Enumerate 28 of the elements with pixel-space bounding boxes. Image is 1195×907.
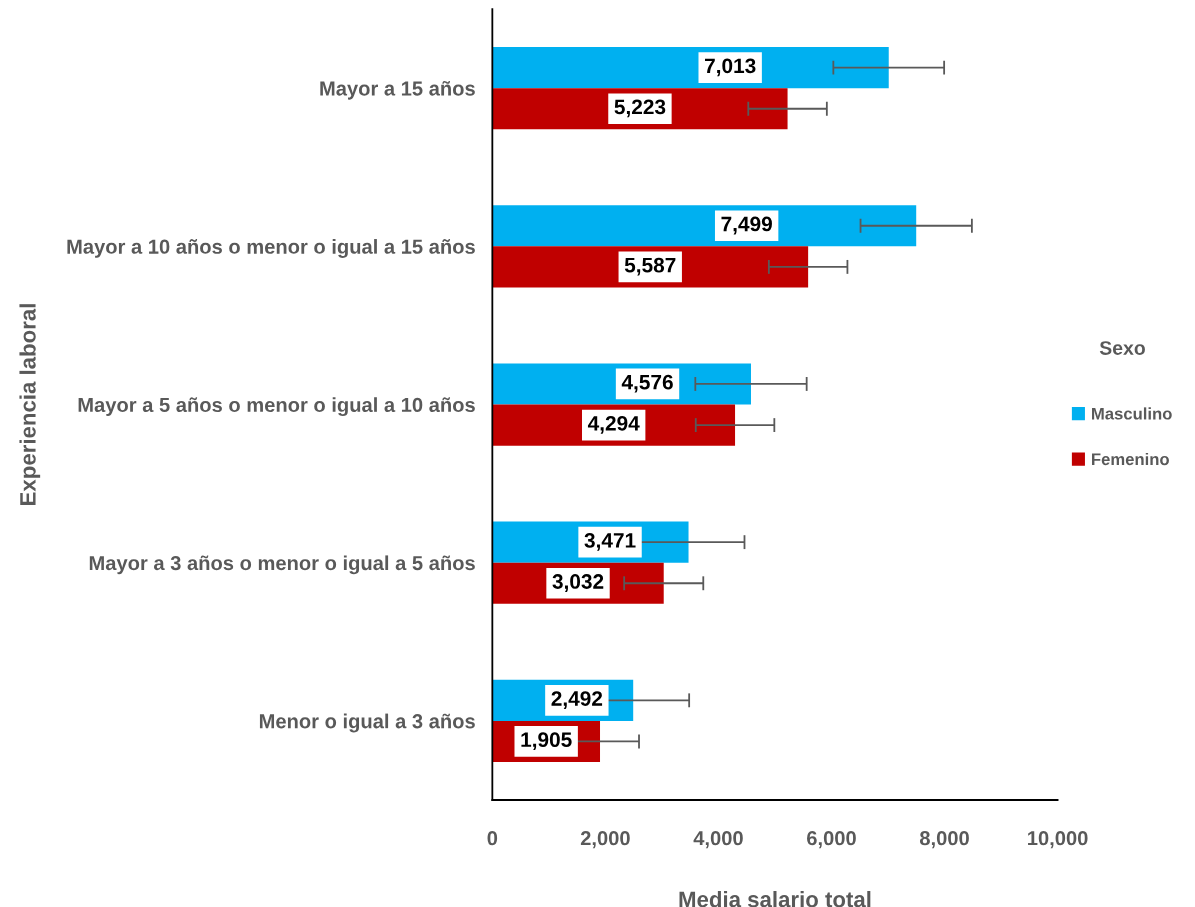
x-tick-label: 8,000 <box>919 831 969 849</box>
data-label: 5,587 <box>624 257 676 276</box>
y-axis-title: Experiencia laboral <box>19 304 41 505</box>
x-tick-label: 10,000 <box>1028 831 1088 849</box>
x-tick-label: 4,000 <box>693 831 743 849</box>
x-tick-label: 0 <box>487 831 498 846</box>
y-tick-label: Mayor a 15 años <box>320 80 475 100</box>
data-label: 3,471 <box>584 532 636 551</box>
legend-title: Sexo <box>1099 341 1145 355</box>
data-label: 7,499 <box>721 216 772 235</box>
x-tick-label: 2,000 <box>580 831 630 849</box>
bar <box>492 47 889 89</box>
y-tick-label: Mayor a 3 años o menor o igual a 5 años <box>89 555 475 575</box>
data-label: 3,032 <box>552 574 604 592</box>
x-axis-title: Media salario total <box>679 890 871 907</box>
y-tick-label: Menor o igual a 3 años <box>259 713 475 733</box>
data-label: 2,492 <box>551 691 603 709</box>
data-label: 4,576 <box>621 374 673 393</box>
data-label: 5,223 <box>614 99 666 118</box>
legend-label: Femenino <box>1092 452 1169 466</box>
y-tick-label: Mayor a 10 años o menor o igual a 15 años <box>67 239 475 258</box>
bar <box>492 205 917 247</box>
data-label: 7,013 <box>705 58 756 77</box>
data-label: 4,294 <box>587 415 640 434</box>
x-tick-label: 6,000 <box>807 831 856 849</box>
y-tick-label: Mayor a 5 años o menor o igual a 10 años <box>78 397 475 417</box>
legend-label: Masculino <box>1092 407 1172 420</box>
data-label: 1,905 <box>521 732 572 751</box>
